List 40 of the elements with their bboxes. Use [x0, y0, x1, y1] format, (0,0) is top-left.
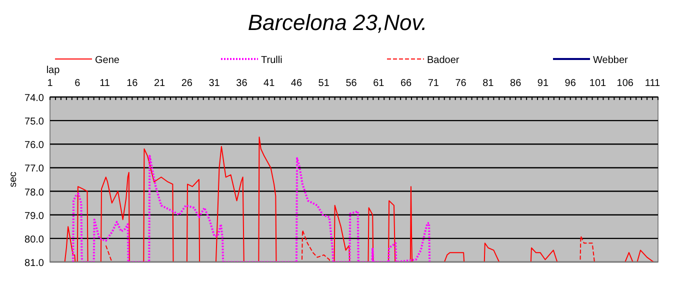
y-axis-title: sec	[8, 172, 19, 188]
x-tick-label: 56	[346, 78, 358, 89]
x-tick-label: 71	[428, 78, 440, 89]
x-tick-label: 46	[290, 78, 302, 89]
x-tick-label: 91	[537, 78, 549, 89]
x-tick-label: 26	[181, 78, 193, 89]
x-tick-label: 96	[564, 78, 576, 89]
x-tick-label: 86	[510, 78, 522, 89]
x-tick-label: 101	[589, 78, 607, 89]
y-tick-label: 80.0	[24, 234, 44, 246]
legend-label: Webber	[593, 55, 629, 66]
y-tick-label: 79.0	[24, 210, 44, 222]
y-tick-label: 75.0	[24, 116, 44, 128]
x-tick-label: 31	[208, 78, 220, 89]
x-tick-label: 11	[100, 78, 110, 89]
x-tick-label: 21	[154, 78, 166, 89]
y-tick-label: 76.0	[24, 140, 44, 152]
legend-label: Trulli	[261, 55, 282, 66]
y-tick-label: 74.0	[24, 93, 44, 104]
x-tick-label: 1	[47, 78, 54, 89]
chart-title: Barcelona 23,Nov.	[248, 10, 428, 35]
x-tick-label: 16	[126, 78, 138, 89]
y-tick-label: 78.0	[24, 187, 44, 198]
x-axis-title: lap	[46, 65, 60, 76]
legend-label: Gene	[95, 55, 120, 66]
y-tick-label: 77.0	[24, 164, 44, 175]
x-tick-label: 51	[318, 78, 330, 89]
x-tick-label: 41	[264, 78, 276, 89]
x-tick-label: 76	[455, 78, 467, 89]
legend-label: Badoer	[427, 55, 460, 66]
x-tick-label: 66	[400, 78, 412, 89]
x-tick-label: 61	[373, 78, 385, 89]
line-series	[72, 154, 431, 262]
y-tick-label: 81.0	[24, 258, 44, 269]
x-tick-label: 6	[74, 78, 81, 89]
x-tick-label: 111	[644, 78, 661, 89]
line-series	[64, 136, 654, 262]
x-tick-label: 106	[616, 78, 634, 89]
x-tick-label: 36	[236, 78, 248, 89]
x-tick-label: 81	[482, 78, 494, 89]
